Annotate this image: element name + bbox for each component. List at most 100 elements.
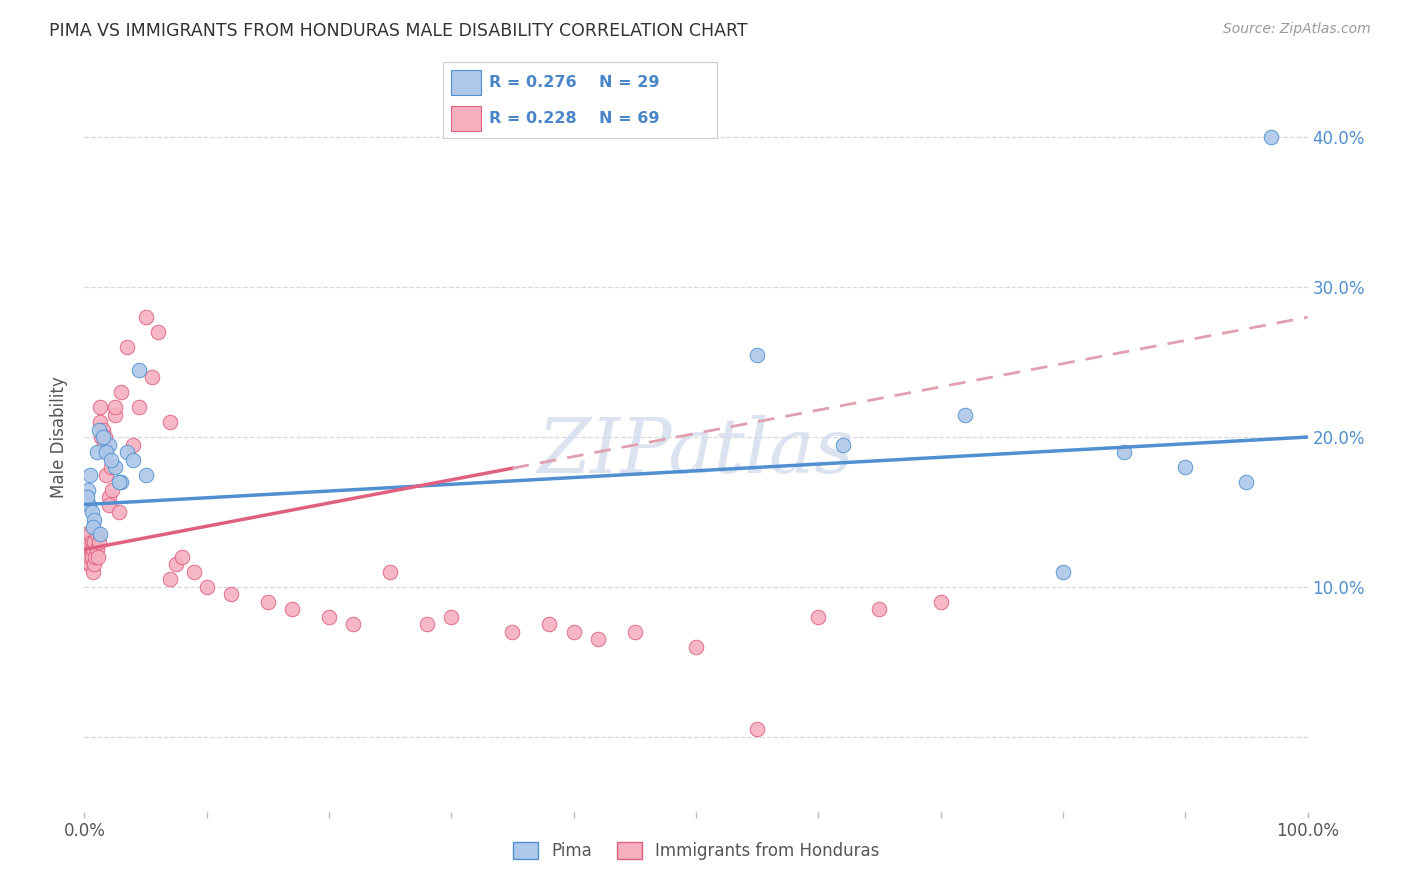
Point	[89, 415, 111, 429]
Text: N = 69: N = 69	[599, 111, 659, 126]
Point	[128, 362, 150, 376]
Point	[89, 527, 111, 541]
Point	[1052, 565, 1074, 579]
Point	[1114, 445, 1136, 459]
Text: PIMA VS IMMIGRANTS FROM HONDURAS MALE DISABILITY CORRELATION CHART: PIMA VS IMMIGRANTS FROM HONDURAS MALE DI…	[49, 22, 748, 40]
Point	[562, 624, 585, 639]
Bar	[451, 70, 481, 95]
Point	[146, 325, 169, 339]
Point	[807, 610, 830, 624]
Point	[122, 437, 145, 451]
Point	[76, 490, 98, 504]
Point	[172, 549, 194, 564]
Point	[75, 527, 97, 541]
Point	[77, 498, 100, 512]
Point	[77, 549, 100, 564]
Point	[86, 527, 108, 541]
Point	[440, 610, 463, 624]
Point	[86, 445, 108, 459]
Point	[100, 452, 122, 467]
Point	[195, 580, 218, 594]
Y-axis label: Male Disability: Male Disability	[51, 376, 69, 498]
Point	[128, 400, 150, 414]
Point	[953, 408, 976, 422]
Point	[342, 617, 364, 632]
Point	[107, 475, 129, 489]
Point	[380, 565, 402, 579]
Point	[257, 595, 280, 609]
Text: N = 29: N = 29	[599, 75, 659, 90]
Point	[281, 602, 304, 616]
Point	[80, 535, 103, 549]
Point	[929, 595, 952, 609]
Point	[104, 400, 127, 414]
Text: R = 0.276: R = 0.276	[489, 75, 576, 90]
Point	[83, 558, 105, 572]
Point	[100, 460, 122, 475]
Point	[747, 348, 769, 362]
Point	[159, 415, 181, 429]
Point	[159, 573, 181, 587]
Point	[115, 340, 138, 354]
Point	[97, 498, 120, 512]
Point	[165, 558, 187, 572]
Point	[79, 558, 101, 572]
Bar	[451, 105, 481, 130]
Text: ZIPatlas: ZIPatlas	[537, 415, 855, 489]
Point	[80, 549, 103, 564]
Point	[79, 467, 101, 482]
Text: Source: ZipAtlas.com: Source: ZipAtlas.com	[1223, 22, 1371, 37]
Legend: Pima, Immigrants from Honduras: Pima, Immigrants from Honduras	[506, 836, 886, 867]
Point	[831, 437, 853, 451]
Point	[91, 423, 114, 437]
Point	[135, 310, 157, 325]
Point	[84, 549, 107, 564]
Point	[416, 617, 439, 632]
Point	[82, 520, 104, 534]
Point	[747, 723, 769, 737]
Point	[135, 467, 157, 482]
Point	[122, 452, 145, 467]
Point	[89, 400, 111, 414]
Point	[90, 430, 112, 444]
Point	[869, 602, 891, 616]
Point	[82, 565, 104, 579]
Point	[110, 385, 132, 400]
Point	[1236, 475, 1258, 489]
Point	[87, 549, 110, 564]
Point	[79, 549, 101, 564]
Point	[1174, 460, 1197, 475]
Point	[318, 610, 340, 624]
Text: R = 0.228: R = 0.228	[489, 111, 576, 126]
Point	[83, 535, 105, 549]
Point	[104, 460, 127, 475]
Point	[82, 542, 104, 557]
Point	[77, 535, 100, 549]
Point	[624, 624, 647, 639]
Point	[79, 527, 101, 541]
Point	[91, 430, 114, 444]
Point	[96, 467, 118, 482]
Point	[87, 535, 110, 549]
Point	[75, 535, 97, 549]
Point	[219, 587, 242, 601]
Point	[93, 437, 115, 451]
Point	[115, 445, 138, 459]
Point	[685, 640, 707, 654]
Point	[77, 542, 100, 557]
Point	[141, 370, 163, 384]
Point	[80, 505, 103, 519]
Point	[1260, 130, 1282, 145]
Point	[94, 430, 117, 444]
Point	[97, 490, 120, 504]
Point	[96, 445, 118, 459]
Point	[538, 617, 561, 632]
Point	[502, 624, 524, 639]
Point	[87, 423, 110, 437]
Point	[83, 512, 105, 526]
Point	[77, 558, 100, 572]
Point	[76, 535, 98, 549]
Point	[101, 483, 124, 497]
Point	[77, 483, 100, 497]
Point	[183, 565, 205, 579]
